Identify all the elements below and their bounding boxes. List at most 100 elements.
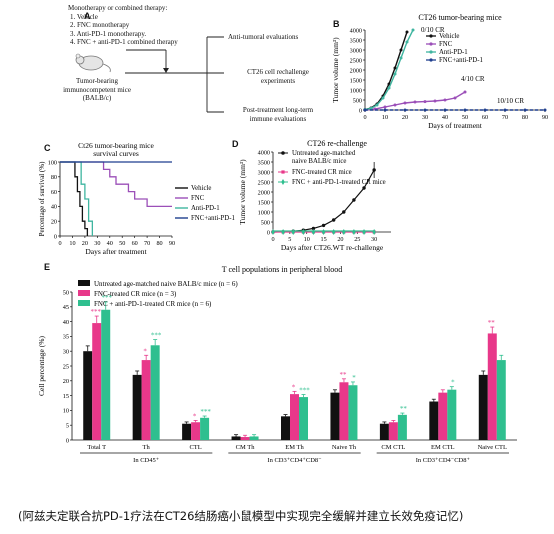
x-tick-label: EM Th [285,444,304,451]
therapy-line: 1. Vehicle [70,12,98,21]
data-point [331,229,336,235]
group-label: In CD45⁺ [133,457,160,464]
x-tick-label: 50 [119,240,125,247]
x-tick-label: 0 [58,240,61,247]
panel-b-label: B [333,19,340,29]
data-point [291,229,296,235]
data-point [463,108,467,112]
flow-arrowhead [163,68,169,73]
y-axis-label: Tumor volume (mm³) [238,159,247,225]
significance-marker: *** [299,387,310,395]
chart-title: survival curves [93,149,139,158]
mice-line: (BALB/c) [82,94,112,102]
chart-c: 0 10 20 30 40 50 60 70 80 90 0 20 40 60 80 100 Ct26 tumo… [38,141,235,256]
data-point [413,100,417,104]
x-tick-label: 15 [320,236,326,243]
mice-line: immunocompetent mice [63,85,131,94]
group-label: In CD3⁺CD4⁺CD8⁻ [267,457,322,464]
x-tick-label: 90 [542,114,548,121]
panel-a-diagram [75,36,224,113]
chart-title: CT26 tumor-bearing mice [418,13,502,22]
bar [141,360,151,440]
data-point [399,56,403,60]
x-tick-label: 10 [304,236,310,243]
bar [290,394,299,440]
x-tick-label: 25 [354,236,360,243]
eval-anti-tumoral: Anti-tumoral evaluations [228,33,299,41]
y-tick-label: 30 [63,349,69,356]
therapy-list: Monotherapy or combined therapy: 1. Vehi… [68,4,268,47]
y-tick-label: 4000 [258,149,270,156]
chart-title: CT26 re-challenge [307,140,367,148]
x-tick-label: 10 [69,240,75,247]
significance-marker: * [143,347,147,355]
y-tick-label: 25 [63,363,69,370]
bar [249,436,259,440]
bar [83,351,93,440]
y-tick-label: 2500 [258,179,270,186]
y-tick-label: 0 [267,229,270,236]
legend-label: FNC+anti-PD-1 [439,57,483,64]
y-tick-label: 2000 [258,189,270,196]
data-point [405,40,409,44]
legend-label: FNC-treated CR mice (n = 3) [94,290,177,298]
mice-line: Tumor-bearing [76,77,118,85]
annotation: 0/10 CR [421,26,445,34]
y-tick-label: 50 [63,289,69,296]
data-point [363,108,367,112]
legend-marker [429,34,433,38]
x-tick-label: 20 [337,236,343,243]
data-point [403,101,407,105]
data-point [301,229,306,235]
significance-marker: *** [101,294,112,302]
x-tick-label: CTL [189,444,201,451]
series-step-line [60,161,94,236]
eval-line: Post-treatment long-term [242,106,314,114]
bar [92,323,102,440]
legend-label: FNC-treated CR mice [292,169,352,176]
y-axis-label: Tumor volume (mm³) [331,37,340,103]
legend-label: FNC + anti-PD-1-treated CR mice (n = 6) [94,300,212,308]
data-point [311,229,316,235]
x-tick-label: 80 [156,240,162,247]
legend-label: FNC + anti-PD-1-treated CR mice [292,179,386,186]
legend-swatch [78,290,90,296]
x-tick-label: 10 [382,114,388,121]
y-tick-label: 60 [51,189,57,196]
bar [330,392,340,440]
therapy-line: Monotherapy or combined therapy: [68,4,168,12]
y-tick-label: 5 [66,423,69,430]
y-tick-label: 1000 [350,87,362,94]
data-point [503,108,507,112]
data-point [383,108,387,112]
y-tick-label: 20 [51,219,57,226]
data-point [403,108,407,112]
data-point [433,99,437,103]
y-tick-label: 20 [63,378,69,385]
series-step-line [60,161,89,236]
y-tick-label: 500 [353,97,362,104]
series-step-line [60,161,172,208]
data-point [369,106,373,110]
significance-marker: ** [339,371,347,379]
x-tick-label: 90 [169,240,175,247]
y-axis-label: Cell percentage (%) [37,336,46,396]
legend-marker [429,58,433,62]
legend-label: FNC+anti-PD-1 [191,215,235,222]
x-tick-label: 20 [402,114,408,121]
y-tick-label: 40 [51,204,57,211]
group-label: In CD3⁺CD4⁻CD8⁺ [416,457,471,464]
data-point [331,218,336,222]
legend-label: Untreated age-matched naive BALB/c mice … [94,280,238,288]
significance-marker: *** [151,332,162,340]
bar [438,392,448,440]
data-point [321,229,326,235]
y-tick-label: 1000 [258,209,270,216]
legend-label: FNC [191,195,205,202]
significance-marker: * [451,379,455,387]
eval-line: experiments [260,76,296,85]
bar [182,423,192,440]
bar [388,422,398,440]
y-tick-label: 100 [48,159,57,166]
x-axis-label: Days after CT26.WT re-challenge [281,243,384,252]
